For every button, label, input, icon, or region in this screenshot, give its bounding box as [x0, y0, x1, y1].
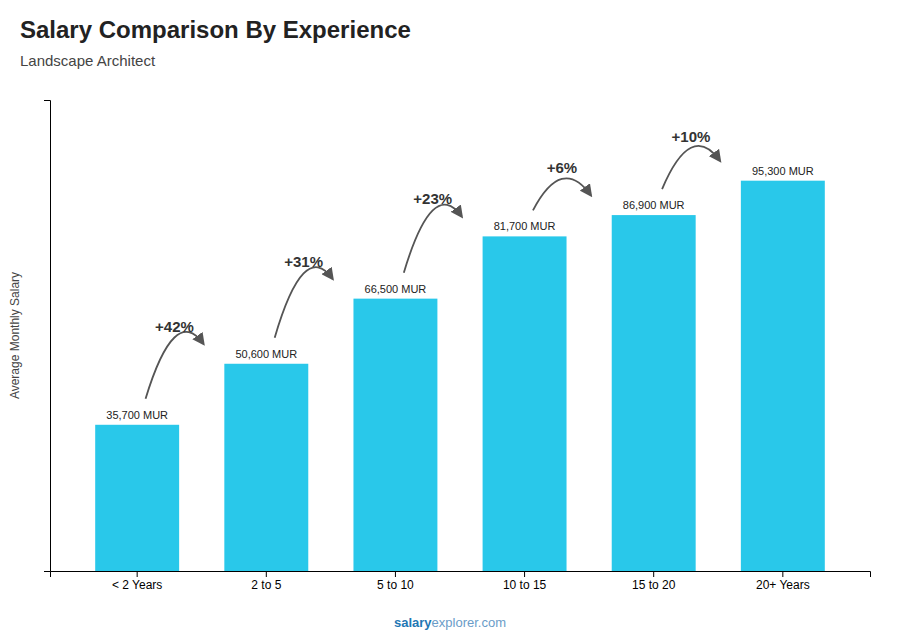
annotation-arrow	[275, 267, 333, 338]
x-tick-label: 15 to 20	[632, 578, 676, 592]
x-tick-label: < 2 Years	[112, 578, 162, 592]
data-label: 86,900 MUR	[623, 199, 685, 211]
y-axis	[44, 101, 51, 572]
annotation-label: +42%	[155, 318, 194, 335]
title: Salary Comparison By Experience	[20, 16, 411, 43]
x-tick: 10 to 15	[503, 571, 547, 592]
annotation-label: +23%	[413, 190, 452, 207]
data-labels: 35,700 MUR 50,600 MUR 66,500 MUR 81,700 MUR…	[106, 165, 813, 421]
annotations: +42% +31% +23% +6% +10%	[146, 128, 720, 399]
data-label: 35,700 MUR	[106, 409, 168, 421]
y-axis-title: Average Monthly Salary	[8, 272, 22, 399]
data-label: 81,700 MUR	[494, 220, 556, 232]
x-tick-mark	[782, 571, 783, 577]
footer-part: explorer.com	[432, 615, 506, 630]
x-tick: 20+ Years	[756, 571, 810, 592]
annotation-label: +31%	[284, 253, 323, 270]
x-tick-mark	[266, 571, 267, 577]
data-label: 95,300 MUR	[752, 165, 814, 177]
bar	[353, 299, 437, 571]
x-tick: 2 to 5	[251, 571, 281, 592]
annotation-arrow	[533, 178, 591, 210]
x-tick: 5 to 10	[377, 571, 414, 592]
subtitle: Landscape Architect	[20, 52, 156, 69]
footer-part: salary	[394, 615, 432, 630]
bar	[483, 236, 567, 571]
x-tick-label: 5 to 10	[377, 578, 414, 592]
bar	[224, 364, 308, 571]
x-tick-mark	[137, 571, 138, 577]
annotation-arrow	[146, 332, 204, 399]
footer: salaryexplorer.com	[394, 615, 506, 630]
x-tick-mark	[653, 571, 654, 577]
x-tick: 15 to 20	[632, 571, 676, 592]
x-tick-label: 20+ Years	[756, 578, 810, 592]
annotation-label: +6%	[547, 159, 577, 176]
bars	[95, 181, 825, 571]
x-tick: < 2 Years	[112, 571, 162, 592]
annotation-arrow	[404, 205, 462, 273]
data-label: 66,500 MUR	[365, 283, 427, 295]
bar	[95, 425, 179, 571]
y-axis-line	[44, 101, 51, 572]
x-tick-mark	[524, 571, 525, 577]
x-tick-label: 10 to 15	[503, 578, 547, 592]
x-axis: < 2 Years 2 to 5 5 to 10 10 to 15 15 to 20 20…	[51, 571, 871, 592]
x-tick-mark	[395, 571, 396, 577]
chart: < 2 Years 2 to 5 5 to 10 10 to 15 15 to 20 20…	[0, 0, 900, 641]
chart-container: < 2 Years 2 to 5 5 to 10 10 to 15 15 to 20 20…	[0, 0, 900, 641]
bar	[612, 215, 696, 571]
x-axis-line	[51, 572, 871, 578]
annotation-label: +10%	[672, 128, 711, 145]
x-tick-label: 2 to 5	[251, 578, 281, 592]
data-label: 50,600 MUR	[235, 348, 297, 360]
bar	[741, 181, 825, 571]
annotation-arrow	[662, 146, 720, 189]
